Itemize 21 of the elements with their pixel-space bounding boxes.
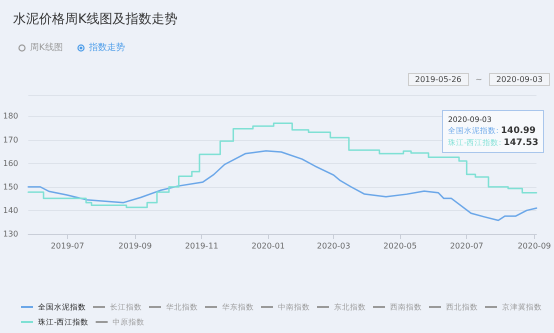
text: 指数走势 (88, 42, 125, 54)
date-field: 2019-05-26 (408, 73, 468, 86)
x-tick-label: 2020-01 (251, 242, 285, 250)
x-tick-label: 2020-03 (316, 242, 350, 250)
y-tick-label: 140 (2, 206, 18, 215)
y-tick-label: 130 (2, 230, 18, 238)
text: ~ (476, 75, 482, 84)
x-tick-label: 2020-09 (518, 242, 552, 250)
x-tick-label: 2020-05 (383, 242, 417, 250)
y-tick-label: 170 (2, 135, 18, 144)
y-tick-label: 160 (2, 158, 18, 168)
x-tick-label: 2019-11 (184, 242, 218, 250)
date-field: 2020-09-03 (489, 73, 550, 86)
y-tick-label: 150 (2, 182, 18, 192)
x-tick-label: 2020-07 (450, 242, 484, 250)
x-tick-label: 2019-07 (50, 242, 84, 250)
line-series (28, 150, 538, 222)
chart-title: 水泥价格周K线图及指数走势 (13, 11, 178, 28)
text: 周K线图 (30, 42, 63, 54)
y-tick-label: 180 (2, 112, 18, 121)
x-tick-label: 2019-09 (118, 242, 152, 250)
